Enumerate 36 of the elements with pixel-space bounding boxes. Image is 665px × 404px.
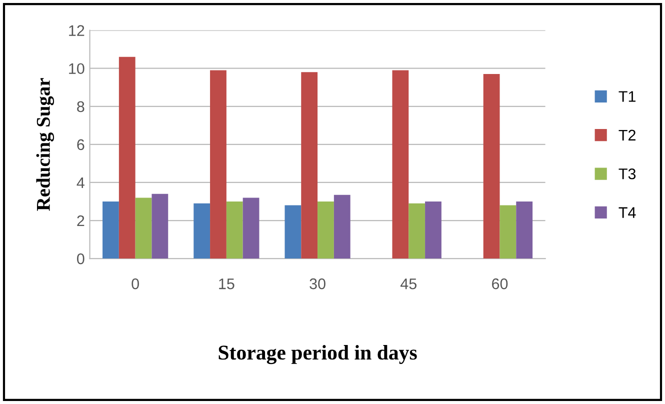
x-tick-label: 15 — [219, 278, 234, 290]
bar — [118, 56, 136, 259]
bar — [516, 201, 533, 259]
bar — [135, 198, 152, 259]
bar — [392, 70, 409, 259]
bar — [408, 203, 426, 259]
bar — [102, 201, 119, 259]
legend-label: T3 — [618, 168, 636, 180]
legend-label: T2 — [618, 130, 636, 140]
x-tick-label: 30 — [310, 278, 326, 290]
bar — [483, 74, 500, 259]
bar — [301, 72, 318, 259]
y-tick-label: 12 — [69, 25, 84, 36]
y-tick-label: 10 — [69, 63, 84, 74]
x-tick-label: 45 — [400, 278, 416, 290]
legend-label: T4 — [618, 207, 636, 218]
bar — [284, 205, 302, 259]
y-tick-label: 4 — [76, 178, 84, 188]
bar — [152, 194, 168, 259]
y-tick-label: 2 — [77, 215, 84, 226]
bar — [425, 201, 442, 259]
bar — [194, 203, 210, 259]
bar — [318, 201, 334, 259]
legend-label: T1 — [618, 91, 636, 102]
y-tick-label: 0 — [77, 253, 84, 264]
y-tick-label: 8 — [77, 101, 84, 112]
bar — [334, 194, 350, 259]
x-tick-label: 0 — [132, 278, 139, 290]
bar — [242, 198, 260, 259]
bar — [500, 205, 516, 259]
y-tick-label: 6 — [77, 139, 84, 150]
bar — [210, 70, 226, 259]
x-axis-title: Storage period in days — [218, 345, 417, 364]
x-tick-label: 60 — [492, 278, 508, 290]
bar — [226, 201, 243, 259]
y-axis-title: Reducing Sugar — [36, 78, 54, 211]
